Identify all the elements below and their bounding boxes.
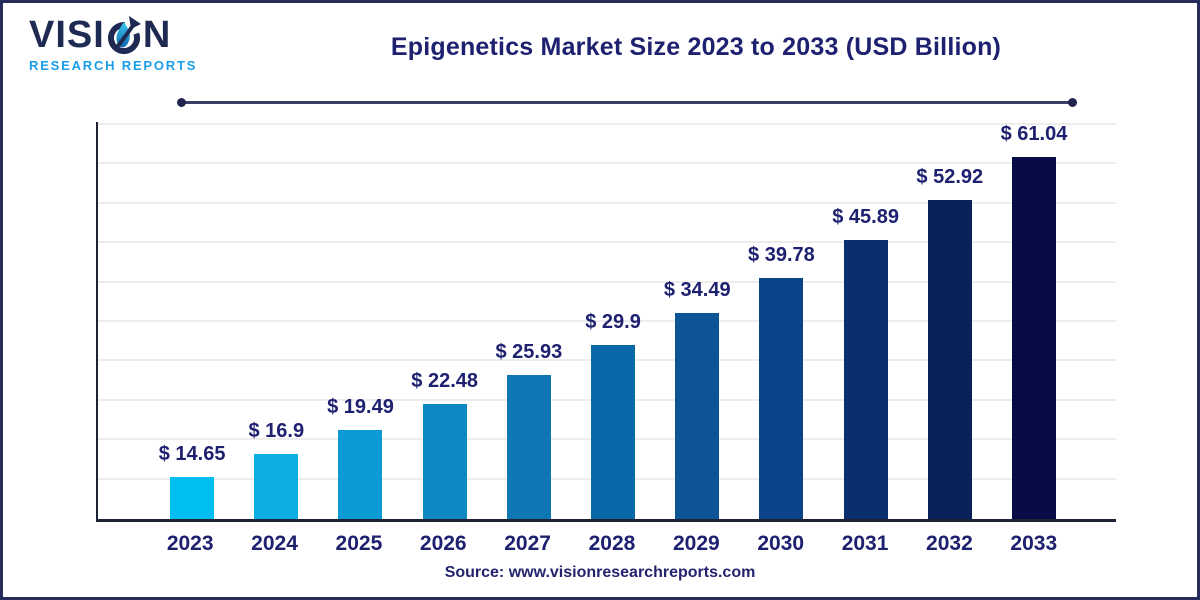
x-axis-label-2029: 2029 (672, 532, 720, 555)
bar-value-label: $ 39.78 (748, 244, 815, 266)
gridline (98, 241, 1116, 244)
bar-value-label: $ 25.93 (495, 341, 563, 363)
bar-2033 (1011, 157, 1056, 519)
x-axis-label-2030: 2030 (757, 532, 805, 555)
gridline (98, 123, 1116, 125)
brand-name: VISI N (29, 15, 197, 55)
gridline (98, 280, 1116, 283)
chart-title: Epigenetics Market Size 2023 to 2033 (US… (390, 33, 1002, 61)
brand-logo: VISI N RESEARCH REPORTS (29, 15, 197, 73)
bar-column-2033: $ 61.04 (992, 124, 1076, 519)
logo-o-drop-arrow-icon (107, 16, 141, 54)
x-axis-label-2026: 2026 (419, 532, 467, 555)
gridline (98, 162, 1116, 165)
brand-name-post: N (142, 14, 172, 56)
bar-2025 (338, 430, 383, 519)
bar-column-2027: $ 25.93 (487, 342, 571, 519)
bar-value-label: $ 19.49 (327, 396, 394, 418)
bar-2030 (759, 278, 804, 519)
bar-column-2030: $ 39.78 (739, 245, 823, 519)
bar-column-2029: $ 34.49 (655, 280, 739, 519)
bar-2032 (927, 200, 972, 519)
underline-right-dot-icon (1068, 98, 1077, 107)
bar-column-2028: $ 29.9 (571, 312, 655, 519)
gridline (98, 201, 1116, 204)
bar-column-2026: $ 22.48 (403, 371, 487, 519)
brand-name-pre: VISI (29, 14, 105, 56)
bars-row: $ 14.65 $ 16.9 $ 19.49 $ 22.48 $ 25.93 $ 29.9… (150, 122, 1076, 519)
bar-2024 (254, 454, 299, 519)
bar-value-label: $ 22.48 (411, 370, 479, 392)
bar-value-label: $ 45.89 (832, 206, 899, 228)
bar-column-2023: $ 14.65 (150, 444, 234, 519)
x-axis-label-2032: 2032 (926, 532, 973, 555)
plot-area: $ 14.65 $ 16.9 $ 19.49 $ 22.48 $ 25.93 $ 29.9… (96, 122, 1116, 522)
x-axis-label-2024: 2024 (251, 532, 298, 555)
underline-left-dot-icon (177, 98, 186, 107)
bar-column-2032: $ 52.92 (908, 167, 992, 519)
bar-2029 (675, 313, 720, 519)
bar-value-label: $ 61.04 (1000, 123, 1068, 145)
brand-tagline: RESEARCH REPORTS (29, 58, 198, 73)
bar-value-label: $ 34.49 (663, 279, 731, 301)
x-axis-label-2028: 2028 (588, 532, 636, 555)
x-axis-label-2033: 2033 (1010, 532, 1058, 555)
bar-column-2025: $ 19.49 (318, 397, 402, 519)
bar-2031 (843, 240, 888, 519)
bar-2023 (170, 477, 215, 519)
x-axis-label-2031: 2031 (841, 532, 889, 555)
x-axis-label-2023: 2023 (166, 532, 214, 555)
bar-value-label: $ 52.92 (916, 166, 984, 188)
bar-value-label: $ 29.9 (585, 311, 641, 333)
bar-column-2031: $ 45.89 (824, 207, 908, 519)
title-underline (177, 98, 1077, 107)
bar-value-label: $ 14.65 (158, 443, 226, 465)
x-axis-label-2025: 2025 (335, 532, 383, 555)
x-axis-labels: 2023 2024 2025 2026 2027 2028 2029 2030 2031 2032… (148, 533, 1076, 554)
gridline (98, 320, 1116, 322)
bar-value-label: $ 16.9 (248, 420, 305, 442)
bar-column-2024: $ 16.9 (234, 421, 318, 519)
bar-2027 (506, 375, 551, 519)
x-axis-label-2027: 2027 (504, 532, 551, 555)
source-text: Source: www.visionresearchreports.com (444, 564, 756, 581)
bar-2026 (422, 404, 467, 519)
bar-2028 (591, 345, 636, 519)
